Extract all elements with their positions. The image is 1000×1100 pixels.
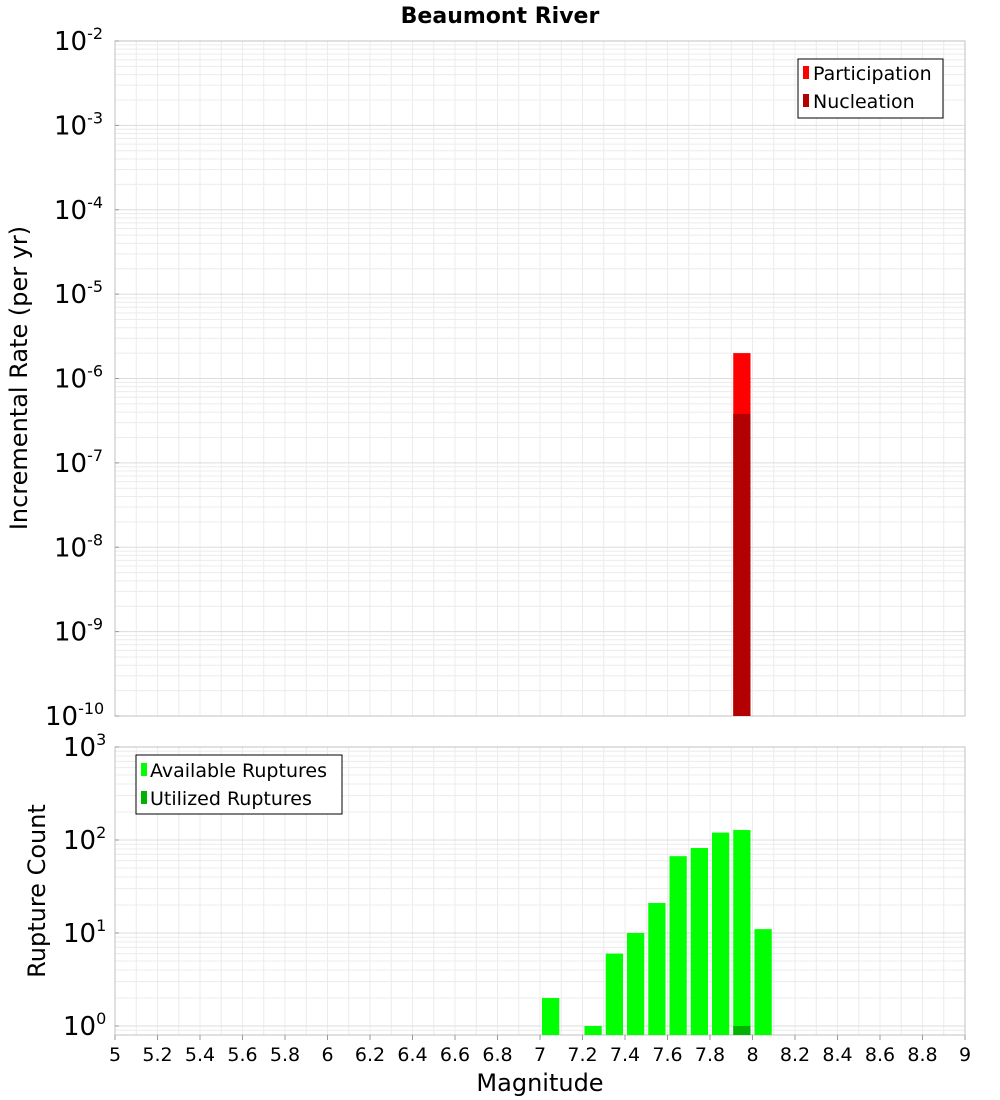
bottom-legend: Available Ruptures Utilized Ruptures: [135, 754, 343, 815]
x-tick-label: 5: [109, 1044, 121, 1066]
bottom-legend-box: [135, 754, 343, 815]
y-tick-label: 10-7: [54, 446, 103, 479]
bar-available-ruptures: [733, 830, 751, 1035]
bar-available-ruptures: [690, 848, 708, 1035]
x-tick-label: 7.2: [567, 1044, 597, 1066]
x-tick-label: 8.4: [822, 1044, 852, 1066]
bar-available-ruptures: [584, 1025, 602, 1035]
x-tick-label: 5.2: [142, 1044, 172, 1066]
bar-available-ruptures: [627, 932, 645, 1035]
bar-available-ruptures: [712, 832, 730, 1035]
top-y-axis-label: Incremental Rate (per yr): [5, 226, 33, 530]
y-tick-label: 101: [63, 916, 106, 949]
x-tick-label: 5.4: [185, 1044, 215, 1066]
x-tick-label: 6: [321, 1044, 333, 1066]
y-tick-label: 10-8: [54, 530, 103, 563]
x-tick-label: 7.4: [610, 1044, 640, 1066]
x-tick-label: 7.8: [695, 1044, 725, 1066]
legend-swatch-utilized: [141, 791, 147, 804]
x-tick-label: 7.6: [652, 1044, 682, 1066]
top-y-ticks: 10-2 10-3 10-4 10-5 10-6 10-7 10-8 10-9 10-10: [45, 24, 119, 732]
legend-swatch-participation: [803, 66, 809, 79]
y-tick-label: 102: [63, 823, 106, 856]
bar-available-ruptures: [605, 953, 623, 1035]
top-grid: [114, 41, 966, 717]
x-tick-label: 6.8: [482, 1044, 512, 1066]
x-tick-label: 6.4: [397, 1044, 427, 1066]
x-axis-ticks: 5 5.2 5.4 5.6 5.8 6 6.2 6.4 6.6 6.8 7 7.2 7.4 7.6 7.8 8…: [109, 1035, 971, 1066]
x-tick-label: 8.8: [907, 1044, 937, 1066]
bottom-y-ticks: 103 102 101 100: [63, 730, 119, 1042]
x-axis-label: Magnitude: [476, 1069, 603, 1097]
top-panel: 10-2 10-3 10-4 10-5 10-6 10-7 10-8 10-9 10-10 In…: [5, 24, 966, 732]
x-tick-label: 8: [746, 1044, 758, 1066]
top-legend-box: [797, 58, 944, 119]
x-tick-label: 6.6: [440, 1044, 470, 1066]
x-tick-label: 9: [959, 1044, 971, 1066]
y-tick-label: 103: [63, 730, 106, 763]
y-tick-label: 10-9: [54, 615, 103, 648]
x-tick-label: 7: [534, 1044, 546, 1066]
x-tick-label: 5.6: [227, 1044, 257, 1066]
bottom-y-axis-label: Rupture Count: [23, 804, 51, 978]
bar-available-ruptures: [648, 903, 666, 1035]
chart-title: Beaumont River: [401, 4, 600, 29]
bar-nucleation: [733, 413, 751, 716]
top-legend: Participation Nucleation: [797, 58, 944, 119]
legend-swatch-nucleation: [803, 94, 809, 107]
top-bars: [733, 353, 751, 716]
legend-label-utilized: Utilized Ruptures: [150, 788, 312, 810]
y-tick-label: 10-10: [45, 699, 104, 732]
x-tick-label: 8.2: [780, 1044, 810, 1066]
bottom-panel: 103 102 101 100 Rupture Count Available Rup…: [23, 730, 966, 1042]
y-tick-label: 10-3: [54, 108, 103, 141]
legend-label-participation: Participation: [813, 63, 932, 85]
bar-available-ruptures: [542, 997, 560, 1035]
bar-utilized-ruptures: [733, 1025, 751, 1035]
x-tick-label: 8.6: [865, 1044, 895, 1066]
legend-label-nucleation: Nucleation: [813, 91, 915, 113]
x-tick-label: 5.8: [270, 1044, 300, 1066]
bar-available-ruptures: [669, 856, 687, 1035]
legend-swatch-available: [141, 763, 147, 776]
y-tick-label: 100: [63, 1009, 106, 1042]
y-tick-label: 10-6: [54, 362, 103, 395]
bar-available-ruptures: [754, 929, 772, 1035]
x-tick-label: 6.2: [355, 1044, 385, 1066]
y-tick-label: 10-4: [54, 193, 103, 226]
y-tick-label: 10-5: [54, 277, 103, 310]
y-tick-label: 10-2: [54, 24, 103, 57]
legend-label-available: Available Ruptures: [150, 760, 327, 782]
bottom-bars: [542, 830, 772, 1035]
